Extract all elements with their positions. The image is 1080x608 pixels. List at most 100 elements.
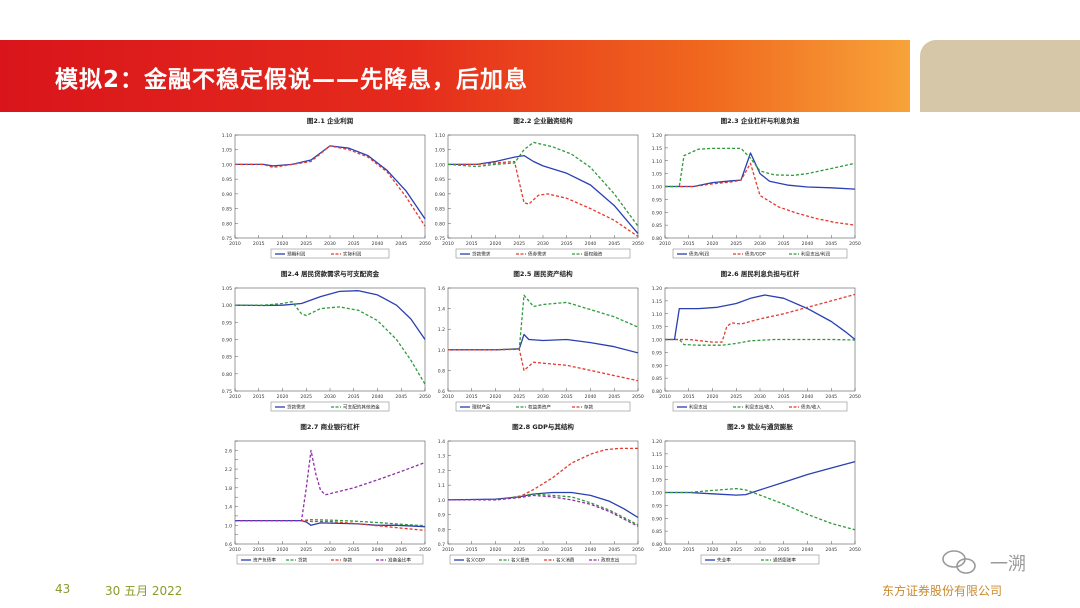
x-tick-label: 2020 — [277, 241, 289, 247]
legend-label: 利息支出 — [689, 404, 708, 411]
legend — [270, 401, 390, 412]
x-tick-label: 2025 — [730, 547, 742, 553]
x-tick-label: 2035 — [778, 547, 790, 553]
y-tick-label: 2.2 — [225, 467, 232, 473]
y-tick-label: 0.90 — [222, 192, 232, 198]
x-tick-label: 2020 — [707, 241, 719, 247]
y-tick-label: 0.6 — [438, 389, 445, 395]
x-tick-label: 2045 — [395, 241, 407, 247]
y-tick-label: 0.85 — [222, 355, 232, 361]
y-tick-label: 0.80 — [435, 221, 445, 227]
legend — [672, 401, 848, 412]
x-tick-label: 2045 — [608, 241, 620, 247]
y-tick-label: 1.0 — [225, 523, 232, 529]
y-tick-label: 1.00 — [652, 491, 662, 497]
x-tick-label: 2050 — [419, 394, 431, 400]
series-line-1 — [447, 491, 639, 519]
y-tick-label: 1.05 — [222, 148, 232, 154]
chart-title: 图2.5 居民资产结构 — [513, 269, 573, 278]
x-tick-label: 2015 — [253, 241, 265, 247]
x-tick-label: 2040 — [802, 547, 814, 553]
legend — [672, 248, 848, 259]
y-tick-label: 1.05 — [652, 478, 662, 484]
y-tick-label: 0.8 — [438, 368, 445, 374]
plot-frame — [447, 287, 639, 392]
x-tick-label: 2015 — [466, 241, 478, 247]
series-line-2 — [235, 145, 426, 227]
series-line-1 — [665, 152, 856, 190]
y-tick-label: 1.6 — [438, 286, 445, 292]
x-tick-label: 2025 — [300, 394, 312, 400]
y-tick-label: 0.80 — [652, 236, 662, 242]
x-tick-label: 2035 — [778, 241, 790, 247]
y-tick-label: 1.4 — [225, 505, 232, 511]
y-tick-label: 1.00 — [652, 338, 662, 344]
y-tick-label: 0.90 — [222, 338, 232, 344]
legend — [455, 401, 631, 412]
y-tick-label: 1.10 — [652, 465, 662, 471]
y-tick-label: 0.75 — [222, 236, 232, 242]
legend-label: 理财产品 — [472, 404, 491, 411]
legend-label: 权益类资产 — [528, 404, 551, 411]
legend-label: 预期利润 — [287, 251, 306, 258]
y-tick-label: 1.10 — [652, 159, 662, 165]
x-tick-label: 2015 — [253, 394, 265, 400]
y-tick-label: 1.20 — [652, 133, 662, 139]
plot-frame — [447, 134, 639, 239]
chart-title: 图2.9 就业与通货膨胀 — [727, 422, 793, 431]
x-tick-label: 2030 — [537, 547, 549, 553]
x-tick-label: 2010 — [229, 241, 241, 247]
y-tick-label: 1.00 — [652, 185, 662, 191]
legend-label: 失业率 — [717, 557, 731, 564]
y-tick-label: 0.80 — [652, 389, 662, 395]
x-tick-label: 2025 — [730, 241, 742, 247]
y-tick-label: 0.80 — [222, 221, 232, 227]
x-tick-label: 2045 — [395, 547, 407, 553]
y-tick-label: 0.80 — [222, 372, 232, 378]
y-tick-label: 1.3 — [438, 454, 445, 460]
legend — [455, 248, 631, 259]
y-tick-label: 1.4 — [438, 307, 445, 313]
chart-title: 图2.6 居民利息负担与杠杆 — [721, 269, 800, 278]
chart-9: 图2.9 就业与通货膨胀 0.80 0.85 0.90 0.95 1.00 1.05 1.10… — [652, 422, 861, 565]
y-tick-label: 0.85 — [222, 207, 232, 213]
x-tick-label: 2045 — [825, 241, 837, 247]
series-line-2 — [665, 487, 856, 531]
x-tick-label: 2015 — [466, 394, 478, 400]
x-tick-label: 2010 — [659, 394, 671, 400]
x-tick-label: 2020 — [277, 547, 289, 553]
x-tick-label: 2045 — [608, 394, 620, 400]
x-tick-label: 2010 — [442, 547, 454, 553]
y-tick-label: 1.00 — [435, 162, 445, 168]
x-tick-label: 2030 — [324, 241, 336, 247]
chart-title: 图2.2 企业融资结构 — [513, 116, 573, 125]
chart-title: 图2.8 GDP与其结构 — [512, 422, 574, 431]
y-tick-label: 1.10 — [652, 312, 662, 318]
y-tick-label: 1.8 — [225, 486, 232, 492]
x-tick-label: 2035 — [561, 241, 573, 247]
y-tick-label: 1.05 — [652, 325, 662, 331]
legend — [270, 248, 390, 259]
y-tick-label: 1.00 — [222, 162, 232, 168]
x-tick-label: 2020 — [277, 394, 289, 400]
legend-label: 名义GDP — [466, 557, 485, 564]
x-tick-label: 2010 — [659, 547, 671, 553]
x-tick-label: 2040 — [585, 547, 597, 553]
series-line-3 — [448, 447, 638, 501]
legend-label: 贷款需求 — [472, 251, 491, 258]
chart-title: 图2.7 商业银行杠杆 — [300, 422, 360, 431]
x-tick-label: 2015 — [466, 547, 478, 553]
plot-frame — [234, 440, 426, 545]
legend-label: 名义投资 — [511, 557, 530, 564]
legend-label: 存款 — [343, 557, 353, 564]
series-line-2 — [448, 294, 639, 351]
legend-label: 债务/利润 — [689, 251, 709, 258]
x-tick-label: 2045 — [395, 394, 407, 400]
y-tick-label: 1.2 — [438, 327, 445, 333]
y-tick-label: 0.7 — [438, 542, 445, 548]
y-tick-label: 1.00 — [222, 303, 232, 309]
series-line-2 — [235, 519, 426, 527]
y-tick-label: 0.95 — [222, 320, 232, 326]
series-line-1 — [448, 154, 639, 235]
plot-frame — [447, 440, 639, 545]
